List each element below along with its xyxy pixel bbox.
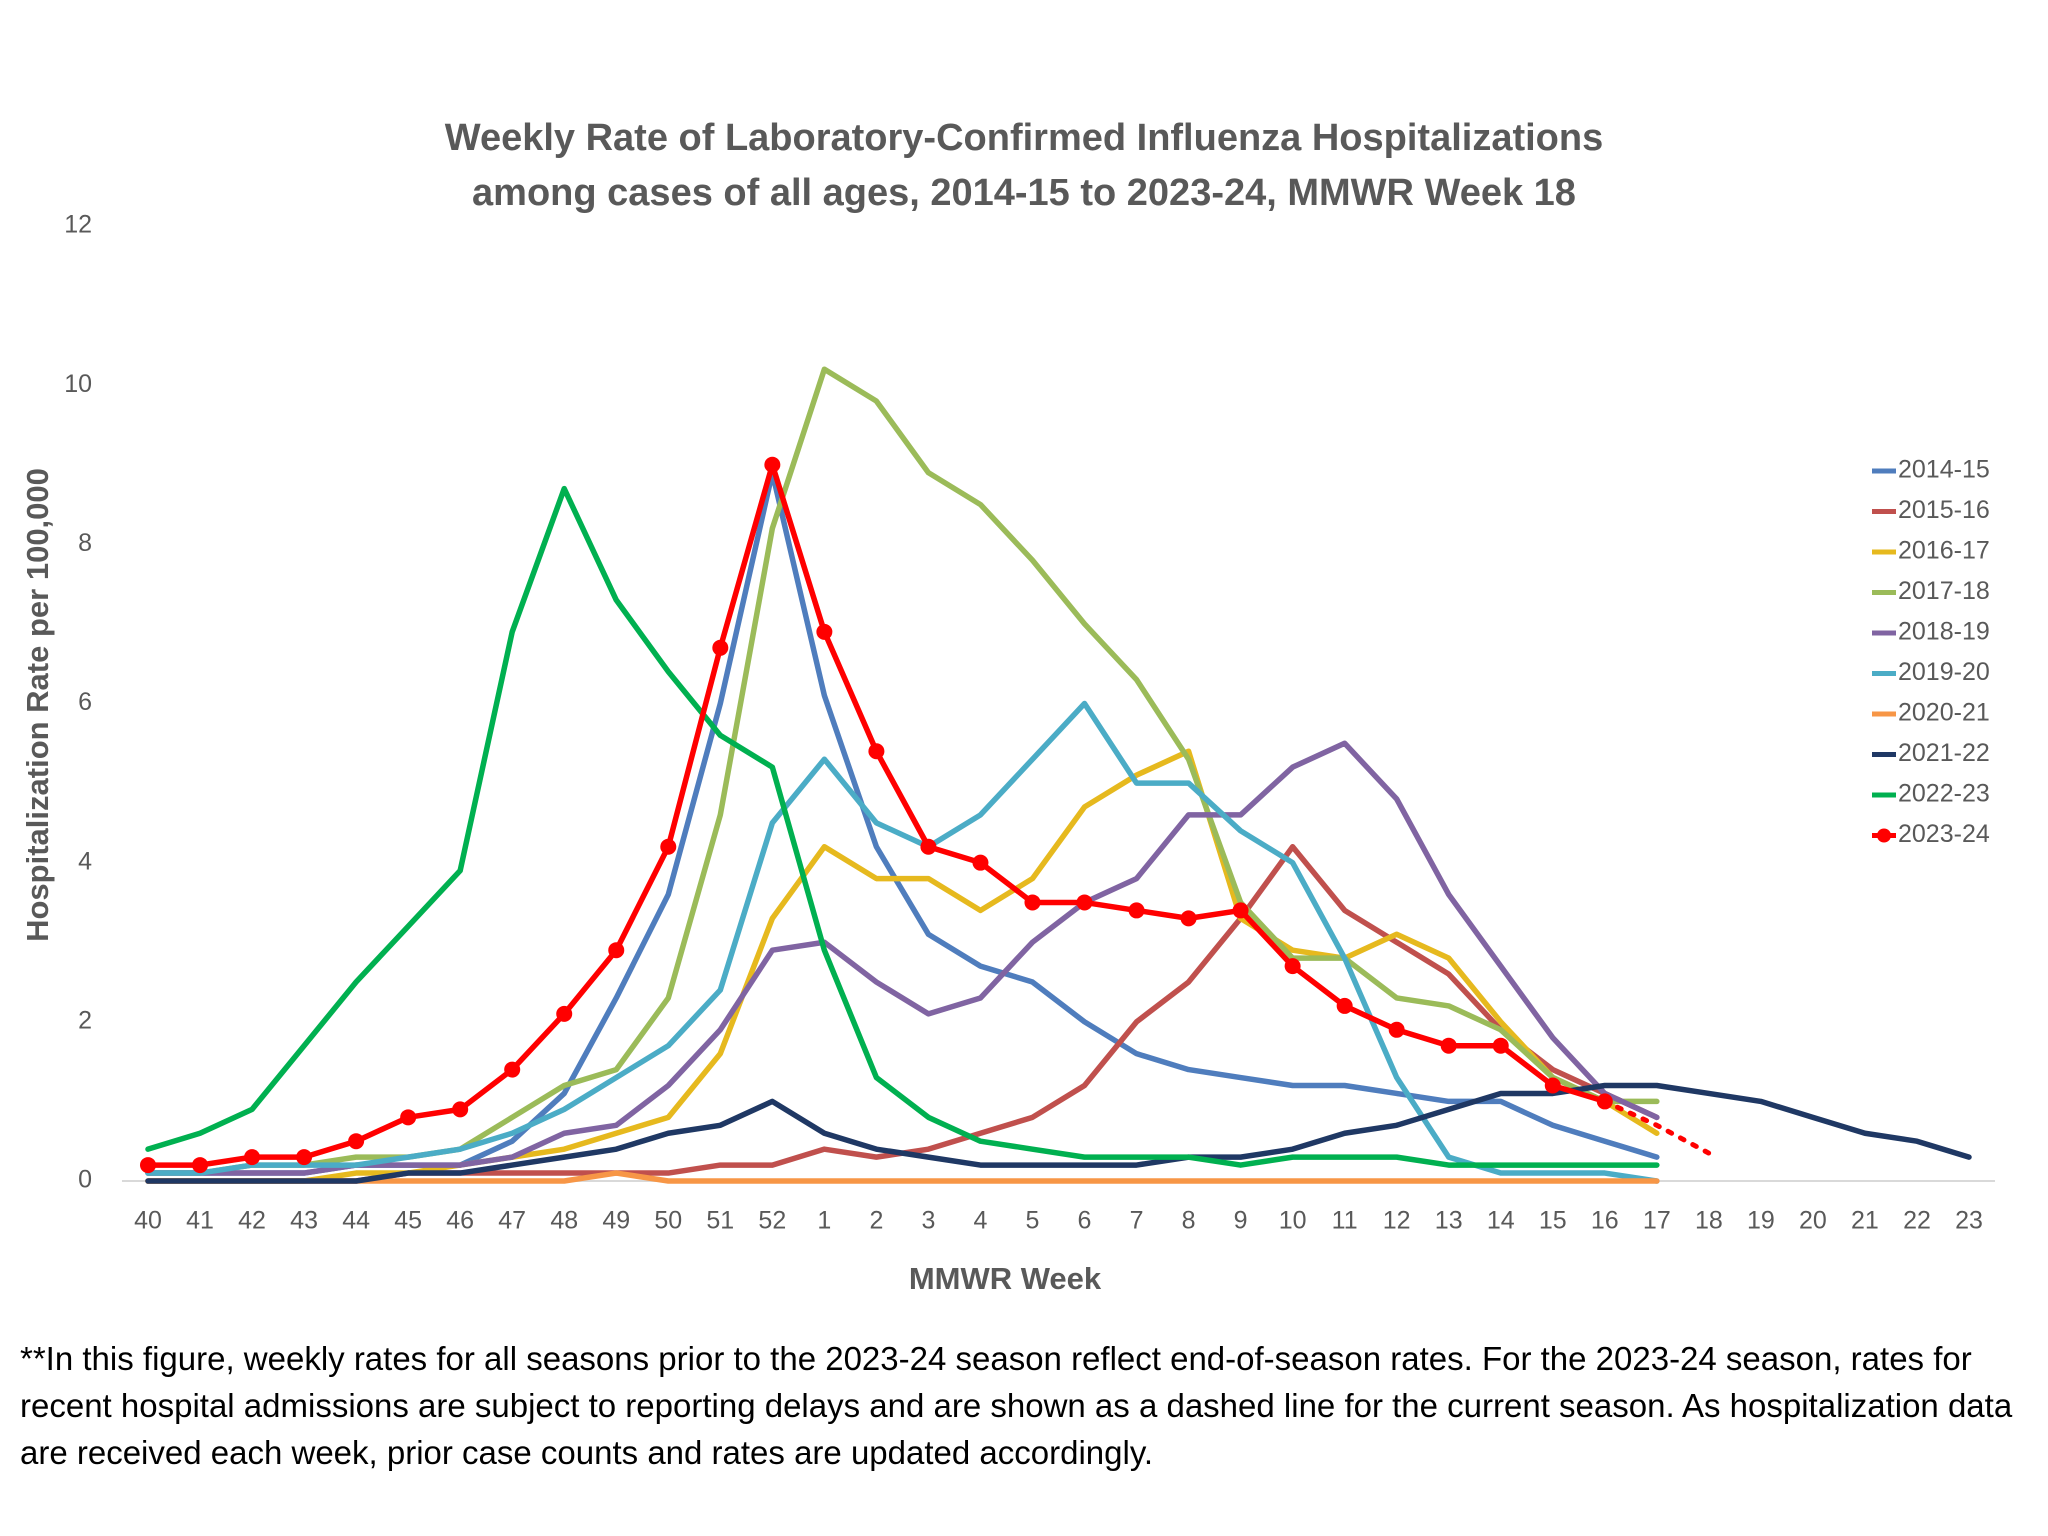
- legend-label: 2019-20: [1898, 658, 1990, 686]
- x-tick-label: 50: [654, 1207, 682, 1235]
- x-tick-label: 49: [602, 1207, 630, 1235]
- marker: [1128, 902, 1145, 919]
- y-tick-label: 0: [78, 1166, 92, 1194]
- y-axis-label: Hospitalization Rate per 100,000: [20, 468, 55, 942]
- y-tick-label: 4: [78, 847, 92, 875]
- marker: [556, 1005, 573, 1022]
- x-tick-label: 7: [1130, 1207, 1144, 1235]
- x-tick-label: 52: [758, 1207, 786, 1235]
- marker: [1596, 1093, 1613, 1110]
- marker: [972, 854, 989, 871]
- marker: [868, 743, 885, 760]
- x-tick-label: 41: [186, 1207, 214, 1235]
- x-tick-label: 46: [446, 1207, 474, 1235]
- marker: [452, 1101, 469, 1118]
- marker: [1024, 894, 1041, 911]
- marker: [1076, 894, 1093, 911]
- x-tick-label: 47: [498, 1207, 526, 1235]
- marker: [712, 639, 729, 656]
- x-tick-label: 9: [1234, 1207, 1248, 1235]
- y-tick-label: 2: [78, 1006, 92, 1034]
- marker: [504, 1061, 521, 1078]
- legend-label: 2020-21: [1898, 699, 1990, 727]
- x-tick-label: 45: [394, 1207, 422, 1235]
- x-tick-label: 14: [1487, 1207, 1515, 1235]
- legend-label: 2015-16: [1898, 496, 1990, 524]
- marker: [1388, 1021, 1405, 1038]
- x-tick-label: 11: [1332, 1207, 1358, 1235]
- x-tick-label: 3: [921, 1207, 935, 1235]
- x-tick-label: 10: [1279, 1207, 1307, 1235]
- x-tick-label: 12: [1383, 1207, 1411, 1235]
- marker: [244, 1149, 261, 1166]
- line-series: [145, 469, 1660, 1176]
- marker: [400, 1109, 417, 1126]
- x-tick-label: 8: [1182, 1207, 1196, 1235]
- legend-label: 2018-19: [1898, 618, 1990, 646]
- line-series: [145, 740, 1660, 1176]
- legend-label: 2017-18: [1898, 577, 1990, 605]
- marker: [660, 838, 677, 855]
- x-tick-label: 5: [1026, 1207, 1040, 1235]
- x-tick-label: 42: [238, 1207, 266, 1235]
- marker: [764, 456, 781, 473]
- x-tick-label: 16: [1591, 1207, 1619, 1235]
- marker: [348, 1133, 365, 1150]
- y-tick-label: 12: [64, 211, 92, 239]
- x-tick-label: 21: [1851, 1207, 1879, 1235]
- chart-title: among cases of all ages, 2014-15 to 2023…: [472, 172, 1576, 214]
- legend-label: 2021-22: [1898, 739, 1990, 767]
- marker: [1284, 958, 1301, 975]
- marker: [1544, 1077, 1561, 1094]
- x-tick-label: 18: [1695, 1207, 1723, 1235]
- x-tick-label: 40: [134, 1207, 162, 1235]
- x-tick-label: 6: [1078, 1207, 1092, 1235]
- y-tick-label: 8: [78, 529, 92, 557]
- x-tick-label: 17: [1643, 1207, 1671, 1235]
- line-series: [1602, 1098, 1712, 1156]
- marker: [296, 1149, 313, 1166]
- marker: [816, 623, 833, 640]
- line-series: [145, 700, 1660, 1184]
- marker: [1336, 997, 1353, 1014]
- marker: [192, 1157, 209, 1174]
- x-tick-label: 43: [290, 1207, 318, 1235]
- x-tick-label: 23: [1955, 1207, 1983, 1235]
- legend-marker: [1877, 828, 1891, 843]
- line-series: [145, 1082, 1972, 1184]
- x-tick-label: 20: [1799, 1207, 1827, 1235]
- x-tick-label: 1: [817, 1207, 831, 1235]
- x-tick-label: 51: [706, 1207, 734, 1235]
- y-tick-label: 6: [78, 688, 92, 716]
- legend-label: 2016-17: [1898, 537, 1990, 565]
- marker: [140, 1157, 156, 1174]
- x-tick-label: 4: [974, 1207, 988, 1235]
- marker: [1440, 1037, 1457, 1054]
- marker: [920, 838, 937, 855]
- x-tick-label: 15: [1539, 1207, 1567, 1235]
- marker: [1232, 902, 1249, 919]
- x-tick-label: 48: [550, 1207, 578, 1235]
- legend-label: 2023-24: [1898, 820, 1990, 848]
- marker: [1492, 1037, 1509, 1054]
- chart-title: Weekly Rate of Laboratory-Confirmed Infl…: [445, 117, 1603, 159]
- legend-label: 2022-23: [1898, 780, 1990, 808]
- x-tick-label: 19: [1747, 1207, 1775, 1235]
- line-series: [145, 485, 1660, 1168]
- legend-label: 2014-15: [1898, 456, 1990, 484]
- footnote: **In this figure, weekly rates for all s…: [20, 1340, 2013, 1471]
- marker: [608, 942, 625, 959]
- line-series: [145, 1170, 1660, 1184]
- x-tick-label: 44: [342, 1207, 370, 1235]
- x-tick-label: 22: [1903, 1207, 1931, 1235]
- x-axis-label: MMWR Week: [909, 1261, 1102, 1296]
- chart: Weekly Rate of Laboratory-Confirmed Infl…: [20, 117, 1996, 1296]
- marker: [1180, 910, 1197, 927]
- x-tick-label: 13: [1435, 1207, 1463, 1235]
- x-tick-label: 2: [869, 1207, 883, 1235]
- y-tick-label: 10: [64, 370, 92, 398]
- line-series: [145, 366, 1660, 1176]
